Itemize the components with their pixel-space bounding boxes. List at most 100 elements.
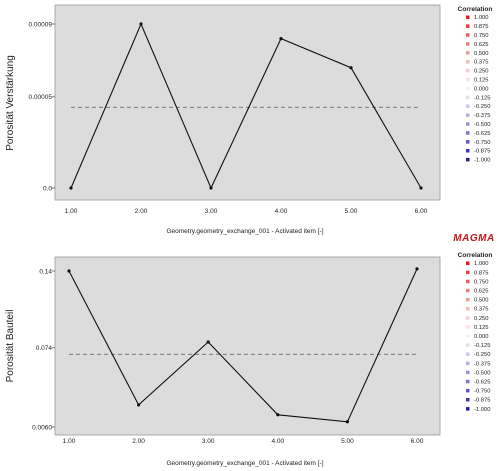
legend-label: 0.125 <box>474 325 489 331</box>
x-tick-label: 1.00 <box>63 438 76 445</box>
legend-entries: 1.000 0.875 0.750 0.625 0.500 0.375 0.250 0.125… <box>466 261 490 413</box>
magma-logo: MAGMA <box>451 231 497 244</box>
legend-swatch <box>466 42 470 46</box>
chart-top-lines <box>70 22 422 190</box>
legend-swatch <box>466 122 470 126</box>
x-tick-label: 1.00 <box>65 208 78 215</box>
legend-swatch <box>466 316 470 320</box>
chart-bottom: 1.00 2.00 3.00 4.00 5.00 6.000.00600.0740.14 … <box>5 252 492 467</box>
x-tick-label: 6.00 <box>411 438 424 445</box>
legend-label: 0.250 <box>474 316 489 322</box>
x-tick-label: 4.00 <box>271 438 284 445</box>
legend-label: 1.000 <box>474 15 489 21</box>
legend-swatch <box>466 370 470 375</box>
x-tick-label: 2.00 <box>132 438 145 445</box>
legend-label: -0.625 <box>474 380 490 386</box>
data-point <box>209 186 213 190</box>
legend-swatch <box>466 270 470 275</box>
legend-swatch <box>466 15 470 19</box>
legend-label: 0.875 <box>474 24 489 30</box>
legend: Correlation 1.000 0.875 0.750 0.625 0.500 0.3… <box>458 252 493 413</box>
data-point <box>276 413 280 417</box>
y-tick-label: 0.00005 <box>29 94 53 101</box>
y-axis-label: Porosität Verstärkung <box>5 55 16 151</box>
legend-label: 0.000 <box>474 86 489 92</box>
data-point <box>419 186 423 190</box>
legend-label: -0.500 <box>474 122 490 128</box>
x-tick-label: 5.00 <box>345 208 358 215</box>
logo-text: MAGMA <box>453 233 494 244</box>
series-line <box>68 268 418 423</box>
legend-swatch <box>466 279 470 284</box>
legend-label: 0.500 <box>474 51 489 57</box>
legend-label: -0.625 <box>474 131 490 137</box>
legend-swatch <box>466 113 470 117</box>
data-point <box>279 36 283 41</box>
legend-swatch <box>466 131 470 135</box>
legend-swatch <box>466 388 470 393</box>
legend-label: 0.000 <box>474 334 489 340</box>
legend-label: 0.250 <box>474 69 489 75</box>
plot-area <box>54 4 441 201</box>
data-point <box>349 66 353 70</box>
y-tick-label: 0.074 <box>36 345 53 352</box>
y-tick-label: 0.0 <box>43 185 52 192</box>
legend-swatch <box>466 140 470 144</box>
legend-label: 1.000 <box>474 261 489 267</box>
legend-swatch <box>466 51 470 55</box>
legend-label: 0.125 <box>474 78 489 84</box>
legend-label: 0.375 <box>474 60 489 66</box>
y-tick-label: 0.0060 <box>32 424 52 431</box>
legend-swatch <box>466 77 470 82</box>
legend-label: -0.375 <box>474 113 490 119</box>
series-line <box>70 22 422 190</box>
x-axis-label: Geometry.geometry_exchange_001 - Activat… <box>166 228 323 235</box>
legend-swatch <box>466 104 470 108</box>
legend-label: -0.750 <box>474 140 490 146</box>
legend-swatch <box>466 297 470 302</box>
x-tick-label: 4.00 <box>275 208 288 215</box>
legend-swatch <box>466 398 470 402</box>
legend-swatch <box>466 352 470 356</box>
plot-area <box>54 256 441 436</box>
legend-label: 0.625 <box>474 289 489 295</box>
data-point <box>415 267 419 271</box>
legend-swatch <box>466 325 470 329</box>
x-axis-label: Geometry.geometry_exchange_001 - Activat… <box>166 460 323 467</box>
data-point <box>137 403 141 407</box>
legend-swatch <box>466 149 470 153</box>
y-tick-label: 0.00009 <box>29 21 53 28</box>
legend-swatch <box>466 33 470 37</box>
x-tick-label: 3.00 <box>202 438 215 445</box>
legend-swatch <box>466 288 470 293</box>
legend-label: 0.375 <box>474 307 489 313</box>
legend-label: -0.250 <box>474 104 490 110</box>
legend-entries: 1.000 0.875 0.750 0.625 0.500 0.375 0.250 0.125… <box>466 15 490 164</box>
legend-label: -0.250 <box>474 352 490 358</box>
legend-label: 0.500 <box>474 298 489 304</box>
data-point <box>206 340 210 344</box>
x-tick-label: 5.00 <box>341 438 354 445</box>
legend-label: -0.125 <box>474 95 490 101</box>
legend-label: -0.500 <box>474 370 490 376</box>
legend-swatch <box>466 95 470 100</box>
legend-swatch <box>466 86 470 91</box>
legend-label: 0.625 <box>474 42 489 48</box>
legend-label: -1.000 <box>474 158 490 164</box>
legend-swatch <box>466 343 470 347</box>
data-point <box>345 420 349 424</box>
legend-swatch <box>466 157 470 162</box>
x-tick-label: 3.00 <box>205 208 218 215</box>
legend-swatch <box>466 261 470 265</box>
legend-swatch <box>466 379 470 384</box>
legend-swatch <box>466 307 470 311</box>
legend-label: -0.375 <box>474 361 490 367</box>
data-point <box>67 269 71 273</box>
legend-label: -0.125 <box>474 343 490 349</box>
legend-swatch <box>466 24 470 28</box>
legend-label: -0.875 <box>474 398 490 404</box>
legend-label: 0.750 <box>474 279 489 285</box>
legend-swatch <box>466 407 470 411</box>
legend-title: Correlation <box>458 252 493 259</box>
